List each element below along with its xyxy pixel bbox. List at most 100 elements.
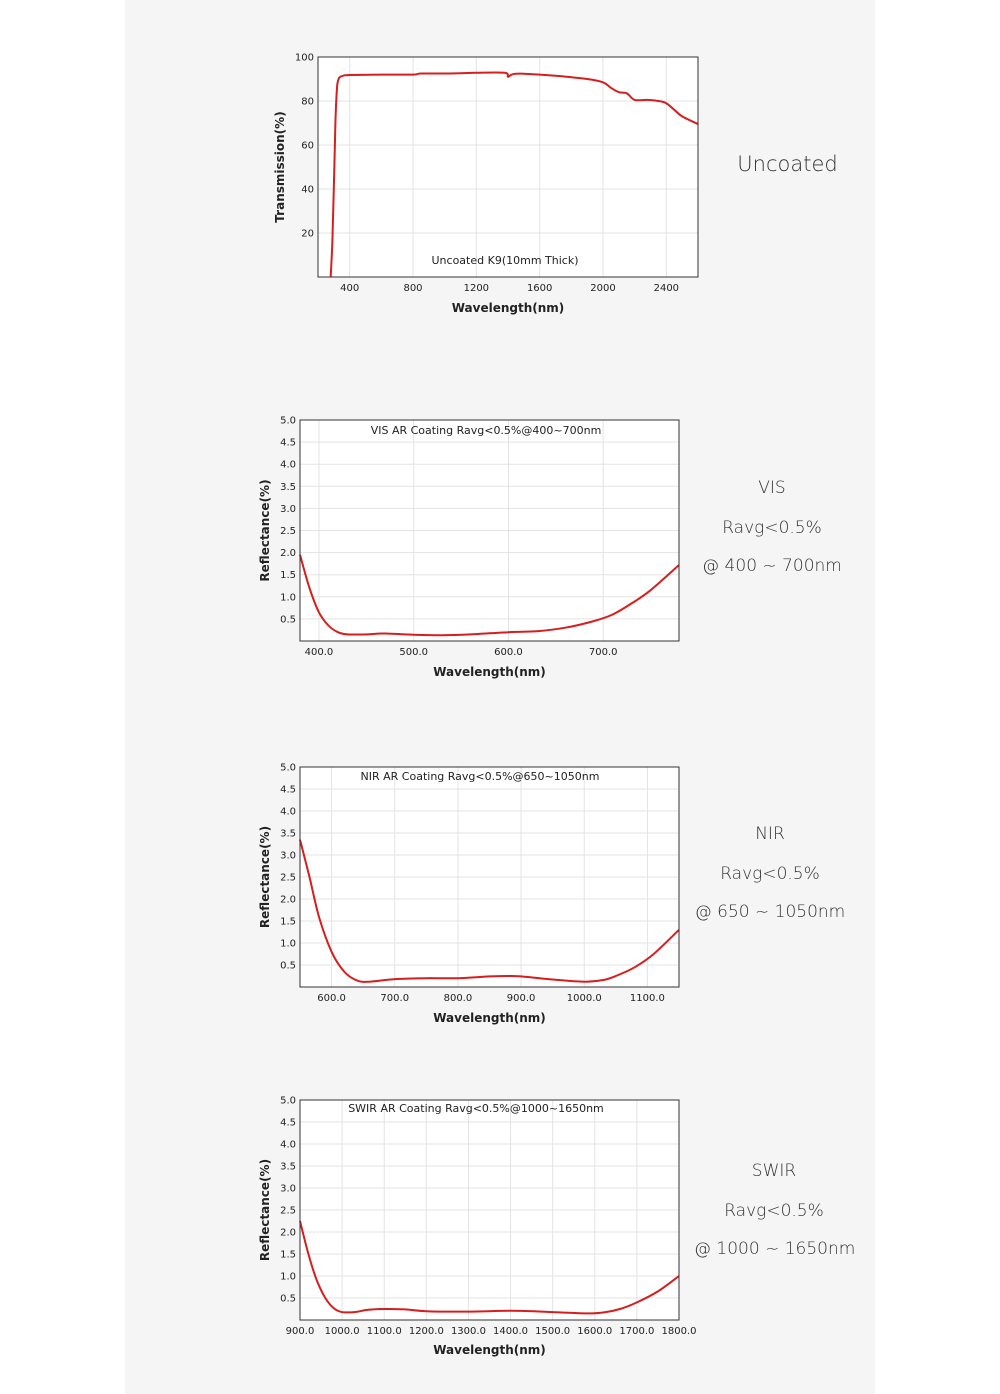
uncoated-chart: 400 800 1200 1600 2000 2400 20 40 60 80 100 Uncoate… [273,53,699,315]
swir-ytick-label-1: 1.0 [280,1272,296,1283]
nir-ylabel: Reflectance(%) [258,826,272,928]
nir-ytick-label-0: 0.5 [280,961,296,972]
nir-ytick-label-7: 4.0 [280,807,296,818]
swir-xtick-label-3: 1200.0 [409,1326,444,1337]
nir-title: NIR AR Coating Ravg<0.5%@650~1050nm [361,770,600,783]
vis-ytick-label-7: 4.0 [280,460,296,471]
nir-band-name: NIR [755,824,785,844]
uncoated-plot-area [318,57,698,277]
swir-ytick-label-8: 4.5 [280,1118,296,1129]
nir-xtick-label-1: 700.0 [380,993,409,1004]
nir-ravg: Ravg<0.5% [720,864,820,884]
nir-spec-label: NIR Ravg<0.5% @ 650 ~ 1050nm [690,824,850,934]
swir-xtick-label-2: 1100.0 [367,1326,402,1337]
uncoated-xtick-label-2: 1200 [464,283,489,294]
vis-ytick-label-9: 5.0 [280,416,296,427]
swir-ylabel: Reflectance(%) [258,1159,272,1261]
uncoated-xtick-label-5: 2400 [654,283,679,294]
swir-frame [299,1099,680,1321]
vis-ytick-label-1: 1.0 [280,592,296,603]
vis-ytick-label-5: 3.0 [280,504,296,515]
swir-ytick-label-3: 2.0 [280,1228,296,1239]
vis-range: @ 400 ~ 700nm [702,556,842,576]
swir-ravg: Ravg<0.5% [724,1201,824,1221]
swir-range: @ 1000 ~ 1650nm [694,1239,856,1259]
nir-ytick-label-8: 4.5 [280,785,296,796]
swir-ytick-label-7: 4.0 [280,1140,296,1151]
uncoated-ytick-label-0: 20 [301,229,314,240]
vis-series-line [299,554,680,637]
vis-ytick-label-0: 0.5 [280,614,296,625]
vis-band-name: VIS [758,478,786,498]
vis-ylabel: Reflectance(%) [258,479,272,581]
vis-ytick-label-6: 3.5 [280,482,296,493]
nir-xtick-label-0: 600.0 [317,993,346,1004]
nir-series-line [299,839,680,983]
vis-spec-label: VIS Ravg<0.5% @ 400 ~ 700nm [692,478,852,588]
nir-ytick-label-2: 1.5 [280,917,296,928]
nir-xtick-label-2: 800.0 [444,993,473,1004]
uncoated-frame [317,56,699,278]
nir-frame [299,766,680,988]
swir-ytick-label-4: 2.5 [280,1206,296,1217]
nir-ytick-label-3: 2.0 [280,895,296,906]
vis-ravg: Ravg<0.5% [722,518,822,538]
swir-xtick-label-7: 1600.0 [577,1326,612,1337]
uncoated-xtick-label-0: 400 [340,283,359,294]
nir-range: @ 650 ~ 1050nm [694,902,846,922]
nir-ytick-label-5: 3.0 [280,851,296,862]
nir-xlabel: Wavelength(nm) [433,1011,546,1025]
uncoated-ytick-label-2: 60 [301,141,314,152]
uncoated-title: Uncoated K9(10mm Thick) [432,254,579,267]
nir-xtick-label-3: 900.0 [507,993,536,1004]
vis-ytick-label-8: 4.5 [280,438,296,449]
uncoated-xlabel: Wavelength(nm) [452,301,565,315]
swir-band-name: SWIR [751,1161,797,1181]
vis-xtick-label-1: 500.0 [399,647,428,658]
vis-xlabel: Wavelength(nm) [433,665,546,679]
uncoated-ytick-label-4: 100 [295,53,314,64]
swir-ytick-label-0: 0.5 [280,1294,296,1305]
swir-xtick-label-8: 1700.0 [619,1326,654,1337]
vis-ytick-label-2: 1.5 [280,570,296,581]
nir-chart: 600.0 700.0 800.0 900.0 1000.0 1100.0 0.5 1.0 1.… [258,763,680,1025]
swir-ytick-label-9: 5.0 [280,1096,296,1107]
nir-ytick-label-9: 5.0 [280,763,296,774]
swir-xtick-label-1: 1000.0 [325,1326,360,1337]
nir-ytick-label-1: 1.0 [280,939,296,950]
nir-xtick-label-5: 1100.0 [630,993,665,1004]
swir-xtick-label-6: 1500.0 [535,1326,570,1337]
swir-title: SWIR AR Coating Ravg<0.5%@1000~1650nm [348,1102,604,1115]
uncoated-ytick-label-3: 80 [301,97,314,108]
vis-xtick-label-2: 600.0 [494,647,523,658]
swir-xtick-label-0: 900.0 [286,1326,315,1337]
vis-xtick-label-3: 700.0 [589,647,618,658]
uncoated-ytick-label-1: 40 [301,185,314,196]
swir-series-line [299,1220,680,1315]
vis-xtick-label-0: 400.0 [305,647,334,658]
swir-xtick-label-4: 1300.0 [451,1326,486,1337]
swir-chart: 900.0 1000.0 1100.0 1200.0 1300.0 1400.0 1500.… [258,1096,697,1358]
uncoated-label: Uncoated [737,152,838,176]
vis-frame [299,419,680,642]
nir-xtick-label-4: 1000.0 [567,993,602,1004]
uncoated-xtick-label-3: 1600 [527,283,552,294]
vis-title: VIS AR Coating Ravg<0.5%@400~700nm [371,424,602,437]
uncoated-series-line [329,71,699,278]
swir-xtick-label-5: 1400.0 [493,1326,528,1337]
swir-ytick-label-2: 1.5 [280,1250,296,1261]
uncoated-xtick-label-4: 2000 [590,283,615,294]
uncoated-xtick-label-1: 800 [403,283,422,294]
nir-ytick-label-4: 2.5 [280,873,296,884]
uncoated-ylabel: Transmission(%) [273,111,287,222]
vis-ytick-label-3: 2.0 [280,548,296,559]
swir-xlabel: Wavelength(nm) [433,1343,546,1357]
vis-ytick-label-4: 2.5 [280,526,296,537]
nir-ytick-label-6: 3.5 [280,829,296,840]
vis-chart: 400.0 500.0 600.0 700.0 0.5 1.0 1.5 2.0 2.5 3.0 3.… [258,416,680,679]
swir-ytick-label-5: 3.0 [280,1184,296,1195]
swir-xtick-label-9: 1800.0 [662,1326,697,1337]
swir-spec-label: SWIR Ravg<0.5% @ 1000 ~ 1650nm [694,1161,856,1271]
swir-ytick-label-6: 3.5 [280,1162,296,1173]
